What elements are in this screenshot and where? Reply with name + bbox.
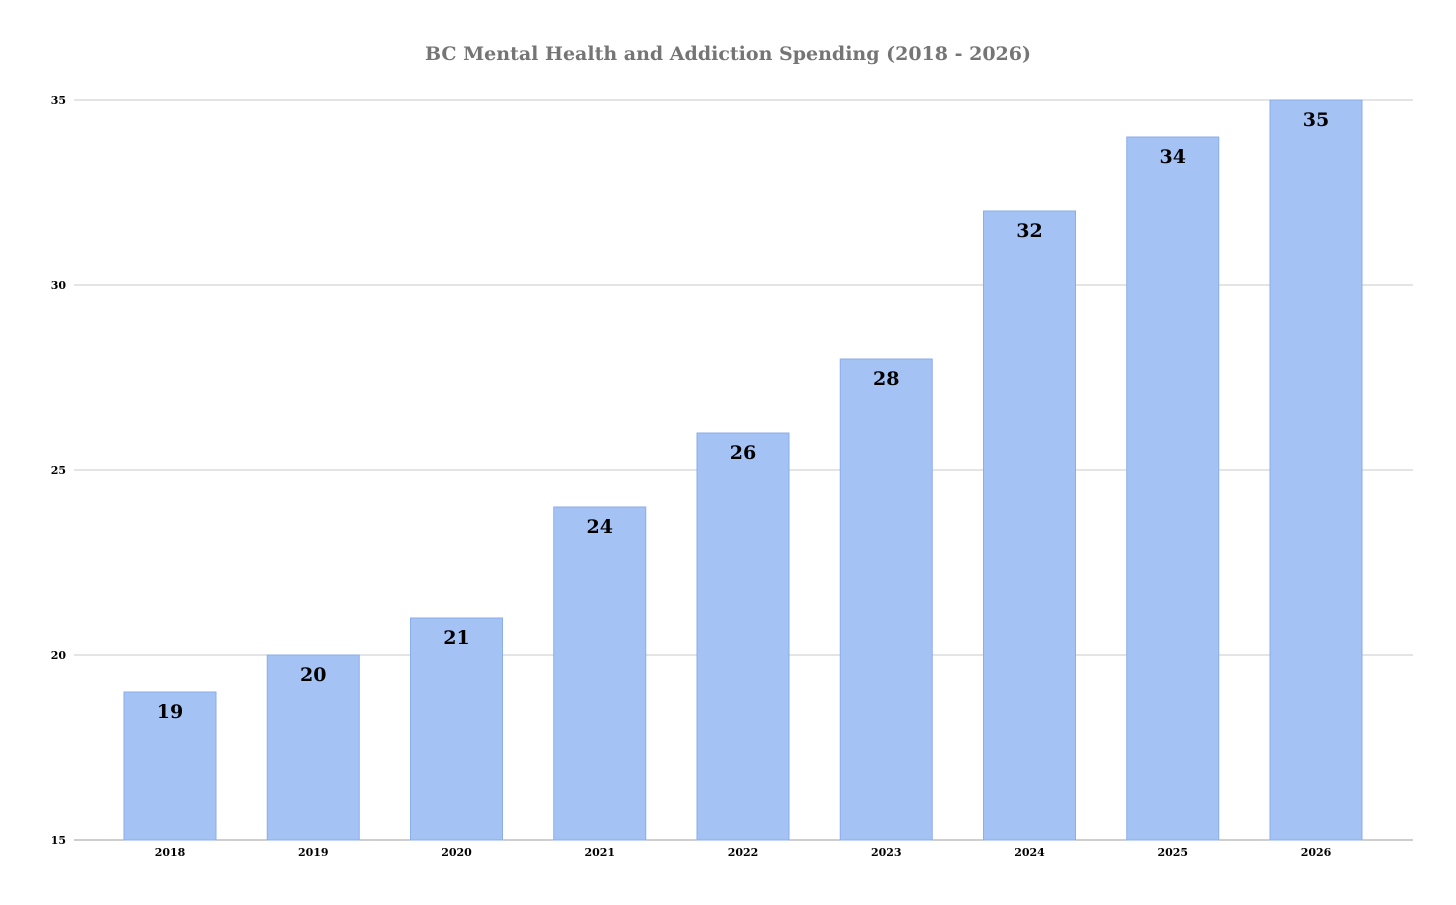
x-tick-label-2020: 2020 (441, 846, 472, 859)
data-label-2021: 24 (587, 516, 613, 538)
data-label-2020: 21 (443, 627, 469, 649)
y-axis-tick-labels: 15 20 25 30 35 (51, 94, 67, 847)
bar-2026 (1269, 99, 1363, 841)
bar-2022 (696, 432, 790, 841)
y-tick-label-20: 20 (51, 649, 67, 662)
data-label-2022: 26 (730, 442, 756, 464)
y-tick-label-35: 35 (51, 94, 66, 107)
bar-2025 (1126, 136, 1220, 841)
bar-2018 (123, 691, 217, 841)
bar-2020 (410, 617, 503, 841)
data-label-2025: 34 (1160, 146, 1186, 168)
x-tick-label-2018: 2018 (155, 846, 186, 859)
bars (123, 99, 1363, 841)
chart-title: BC Mental Health and Addiction Spending … (425, 43, 1031, 65)
bar-2021 (553, 506, 647, 841)
data-label-2019: 20 (300, 664, 326, 686)
x-tick-label-2022: 2022 (728, 846, 759, 859)
x-tick-label-2021: 2021 (584, 846, 615, 859)
data-label-2023: 28 (873, 368, 899, 390)
bar-2023 (839, 358, 933, 841)
x-axis-tick-labels: 2018 2019 2020 2021 2022 2023 2024 2025 2026 (155, 846, 1332, 859)
data-label-2026: 35 (1303, 109, 1329, 131)
y-tick-label-15: 15 (51, 834, 66, 847)
x-tick-label-2023: 2023 (871, 846, 902, 859)
bar-2019 (266, 654, 360, 841)
x-tick-label-2024: 2024 (1014, 846, 1045, 859)
x-tick-label-2019: 2019 (298, 846, 329, 859)
data-label-2018: 19 (157, 701, 183, 723)
y-tick-label-30: 30 (51, 279, 67, 292)
bar-2024 (983, 210, 1076, 841)
y-tick-label-25: 25 (51, 464, 66, 477)
x-tick-label-2026: 2026 (1301, 846, 1332, 859)
data-labels: 19 20 21 24 26 28 32 34 35 (157, 109, 1329, 723)
x-tick-label-2025: 2025 (1157, 846, 1188, 859)
data-label-2024: 32 (1016, 220, 1042, 242)
